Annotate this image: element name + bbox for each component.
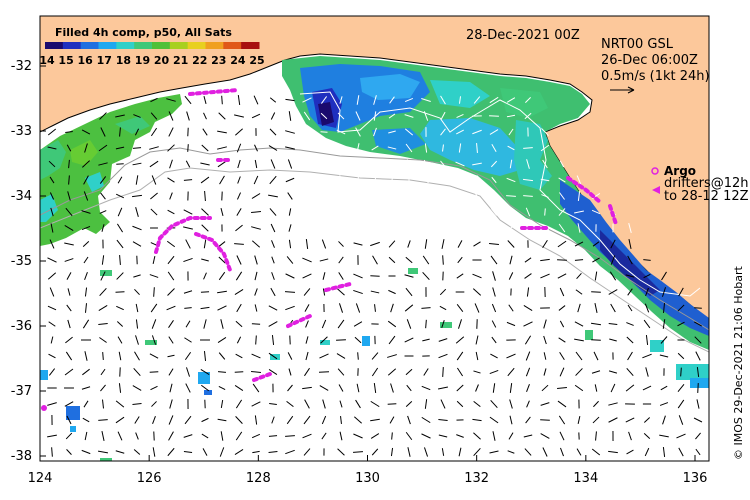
current-vector <box>98 420 107 421</box>
current-vector <box>426 320 427 328</box>
colorbar-tick-label: 15 <box>58 54 73 67</box>
y-tick-label: -36 <box>11 319 32 334</box>
current-vector <box>409 191 410 200</box>
current-vector <box>133 148 141 149</box>
colorbar-tick-label: 14 <box>39 54 55 67</box>
colorbar-swatch <box>152 42 170 49</box>
credit-text: © IMOS 29-Dec-2021 21:06 Hobart <box>732 265 745 460</box>
colorbar-swatch <box>116 42 134 49</box>
colorbar-tick-label: 22 <box>192 54 207 67</box>
colorbar-tick-label: 25 <box>249 54 264 67</box>
current-vector <box>545 208 546 215</box>
x-tick-label: 134 <box>573 471 598 486</box>
current-vector <box>591 340 601 341</box>
colorbar-tick-label: 20 <box>154 54 170 67</box>
current-vector <box>540 420 550 421</box>
current-vector <box>154 287 155 296</box>
y-tick-label: -35 <box>11 254 32 269</box>
current-vector <box>256 335 257 344</box>
colorbar-swatch <box>134 42 152 49</box>
colorbar-swatch <box>206 42 224 49</box>
current-vector <box>557 260 567 261</box>
y-tick-label: -33 <box>11 124 32 139</box>
current-vector <box>681 368 682 377</box>
colorbar-tick-label: 21 <box>173 54 188 67</box>
current-scale: 0.5m/s (1kt 24h) <box>601 69 710 84</box>
colorbar-tick-label: 23 <box>211 54 226 67</box>
colorbar-swatch <box>170 42 188 49</box>
current-source: NRT00 GSL <box>601 37 674 52</box>
x-tick-label: 124 <box>28 471 53 486</box>
x-tick-label: 136 <box>683 471 708 486</box>
x-tick-label: 132 <box>464 471 489 486</box>
current-vector <box>201 292 209 293</box>
current-vector <box>353 164 362 165</box>
x-tick-label: 130 <box>355 471 380 486</box>
colorbar-tick-label: 18 <box>116 54 131 67</box>
x-tick-label: 126 <box>137 471 162 486</box>
map-date: 28-Dec-2021 00Z <box>466 28 580 43</box>
current-vector <box>698 383 699 393</box>
drifter-label-2: to 28-12 12Z <box>664 189 749 204</box>
current-vector <box>222 96 223 105</box>
colorbar-swatch <box>63 42 81 49</box>
current-date: 26-Dec 06:00Z <box>601 53 698 68</box>
argo-float <box>41 405 47 411</box>
y-tick-label: -37 <box>11 384 32 399</box>
colorbar-tick-label: 19 <box>135 54 150 67</box>
current-vector <box>575 260 583 261</box>
current-vector <box>150 372 159 373</box>
current-vector <box>336 340 346 341</box>
colorbar-tick-label: 17 <box>97 54 112 67</box>
colorbar-swatch <box>81 42 99 49</box>
current-vector <box>234 244 244 245</box>
y-tick-label: -38 <box>11 449 32 464</box>
y-tick-label: -32 <box>11 59 32 74</box>
y-tick-label: -34 <box>11 189 32 204</box>
current-vector <box>354 212 361 213</box>
current-vector <box>443 367 444 377</box>
current-vector <box>392 432 393 439</box>
current-vector <box>103 352 104 360</box>
current-vector <box>252 324 260 325</box>
current-vector <box>443 255 444 264</box>
colorbar-title: Filled 4h comp, p50, All Sats <box>55 26 232 39</box>
colorbar-swatch <box>45 42 63 49</box>
colorbar-swatch <box>99 42 117 49</box>
current-vector <box>188 144 189 152</box>
current-vector <box>388 404 397 405</box>
colorbar-swatch <box>241 42 259 49</box>
x-tick-label: 128 <box>246 471 271 486</box>
colorbar-swatch <box>188 42 206 49</box>
colorbar-swatch <box>223 42 241 49</box>
current-vector <box>358 352 359 359</box>
colorbar-tick-label: 24 <box>230 54 246 67</box>
colorbar-tick-label: 16 <box>78 54 94 67</box>
